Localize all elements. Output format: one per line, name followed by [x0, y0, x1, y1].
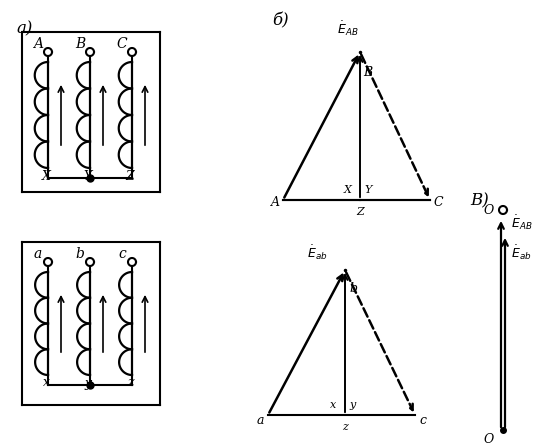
Text: a): a) [16, 20, 32, 37]
Text: $\dot{E}_{AB}$: $\dot{E}_{AB}$ [336, 19, 358, 38]
Text: б): б) [272, 12, 289, 29]
Text: O: O [484, 433, 494, 446]
Text: x: x [43, 376, 49, 389]
Text: y: y [84, 376, 92, 389]
Text: B: B [364, 66, 372, 78]
Text: z: z [342, 422, 348, 432]
Text: Y: Y [364, 185, 372, 195]
Text: c: c [118, 247, 126, 261]
Text: X: X [42, 169, 51, 182]
Text: z: z [127, 376, 133, 389]
Text: $\dot{E}_{AB}$: $\dot{E}_{AB}$ [511, 214, 532, 232]
Text: Z: Z [125, 169, 134, 182]
Text: B: B [75, 37, 85, 51]
Text: Z: Z [356, 207, 364, 217]
Text: $\dot{E}_{ab}$: $\dot{E}_{ab}$ [307, 244, 327, 262]
Text: $\dot{E}_{ab}$: $\dot{E}_{ab}$ [511, 244, 532, 262]
Text: C: C [117, 37, 127, 51]
Text: c: c [420, 413, 426, 426]
Text: Y: Y [84, 169, 92, 182]
Text: y: y [350, 400, 356, 410]
Text: b: b [349, 281, 357, 294]
Text: a: a [34, 247, 42, 261]
Text: X: X [344, 185, 352, 195]
Text: a: a [256, 413, 264, 426]
Text: A: A [33, 37, 43, 51]
Text: C: C [433, 195, 443, 208]
Text: O: O [484, 203, 494, 216]
Text: B): B) [470, 192, 489, 209]
Text: b: b [75, 247, 84, 261]
Text: x: x [330, 400, 336, 410]
Text: A: A [270, 195, 280, 208]
